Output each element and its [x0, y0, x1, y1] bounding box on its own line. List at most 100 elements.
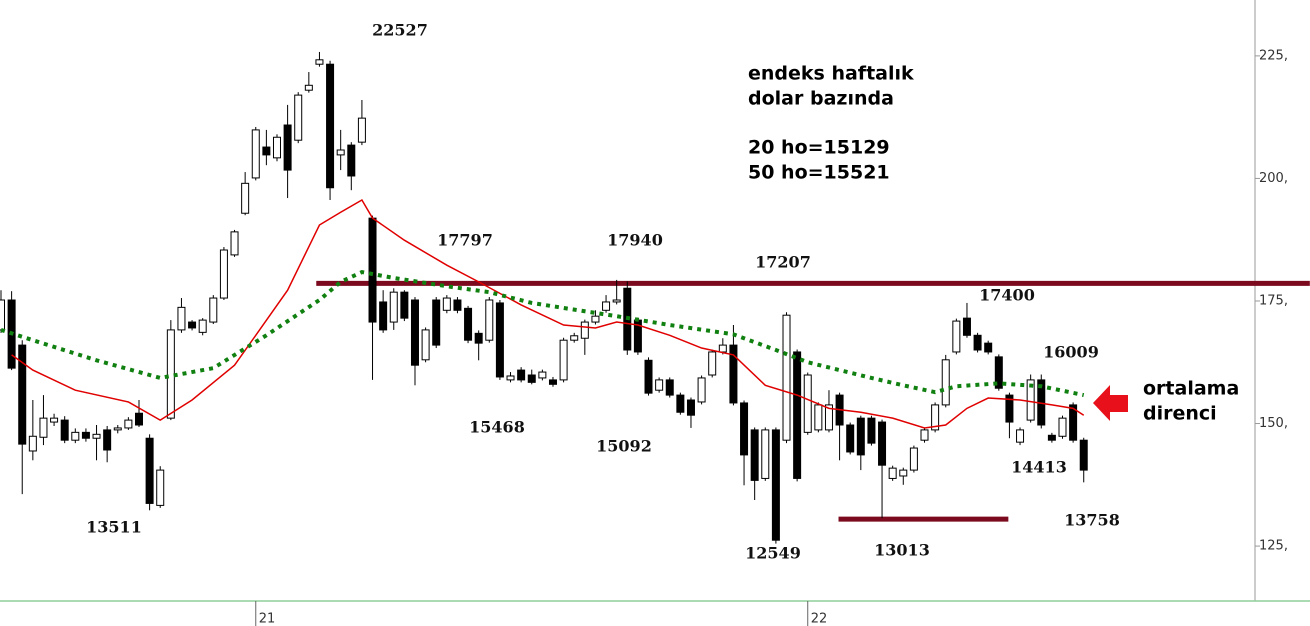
candle-body [400, 291, 409, 319]
candle-body [941, 359, 950, 406]
candle-body [379, 301, 388, 331]
candle-body [177, 306, 186, 331]
candle-body [474, 332, 483, 344]
annotation: 17400 [979, 286, 1035, 305]
candle-body [326, 63, 335, 189]
candle-body [962, 317, 971, 336]
candle-body [1016, 429, 1025, 443]
annotation: 17797 [437, 231, 493, 250]
annotation: 22527 [372, 21, 428, 40]
candle-body [272, 136, 281, 159]
candle-body [495, 302, 504, 378]
candle-body [368, 217, 377, 323]
moving-average [0, 269, 1085, 398]
candle-body [156, 469, 165, 506]
candle-body [527, 374, 536, 383]
candle-body [442, 297, 451, 311]
candle-body [145, 437, 154, 504]
arrow [1093, 385, 1128, 421]
x-tick-label: 21 [259, 612, 276, 626]
candle-body [28, 435, 37, 452]
candle-body [676, 394, 685, 413]
candle-body [198, 319, 207, 333]
candle-body [909, 447, 918, 471]
candle-body [304, 84, 313, 91]
candle-body [134, 412, 143, 426]
annotation: 13758 [1064, 511, 1120, 530]
annotation: 13511 [86, 518, 142, 537]
candle-body [697, 377, 706, 403]
candle-body [793, 351, 802, 479]
candle-body [283, 124, 292, 171]
candle-body [1005, 394, 1014, 423]
candle-body [0, 299, 5, 331]
candle-body [421, 329, 430, 361]
candle-body [50, 417, 59, 423]
candle-body [92, 433, 101, 439]
candle-body [124, 419, 133, 429]
y-tick-label: 150, [1259, 416, 1288, 431]
candle-body [655, 379, 664, 391]
candle-body [740, 402, 749, 456]
candle-body [113, 427, 122, 431]
candle-body [71, 431, 80, 441]
candle-body [952, 320, 961, 353]
candle-body [920, 429, 929, 441]
candle-body [761, 429, 770, 479]
candle-body [612, 299, 621, 303]
candle-body [347, 144, 356, 177]
candle-body [538, 371, 547, 379]
note-text: endeks haftalık [748, 63, 914, 85]
candle-body [686, 399, 695, 416]
candle-body [644, 359, 653, 394]
candle-body [931, 404, 940, 431]
candle-body [729, 344, 738, 404]
candle-body [814, 404, 823, 431]
candle-body [262, 146, 271, 156]
note-text: 50 ho=15521 [748, 162, 890, 184]
candle-body [18, 344, 27, 445]
candle-body [591, 315, 600, 323]
candle-body [517, 369, 526, 381]
y-tick-label: 125, [1259, 539, 1288, 554]
candle-body [209, 297, 218, 323]
candle-body [336, 149, 345, 156]
note-text: dolar bazında [748, 88, 894, 110]
candle-body [60, 419, 69, 441]
candle-body [432, 299, 441, 346]
annotation: 17940 [607, 231, 663, 250]
candle-body [771, 429, 780, 541]
candle-body [389, 291, 398, 323]
candle-body [824, 404, 833, 431]
candle-body [867, 417, 876, 444]
candle-body [1079, 439, 1088, 471]
candle-body [718, 344, 727, 353]
candle-body [39, 417, 48, 438]
y-tick-label: 200, [1259, 171, 1288, 186]
candle-body [973, 334, 982, 351]
candle-body [81, 431, 90, 439]
candle-body [1058, 417, 1067, 437]
candle-body [1047, 434, 1056, 441]
y-tick-label: 225, [1259, 48, 1288, 63]
candle-body [994, 356, 1003, 389]
arrow-label: direnci [1143, 403, 1217, 425]
candle-body [357, 117, 366, 143]
candle-body [188, 321, 197, 329]
candle-body [559, 339, 568, 381]
annotation: 13013 [874, 541, 930, 560]
candle-body [665, 379, 674, 396]
candle-body [846, 424, 855, 453]
candle-body [803, 374, 812, 433]
candle-body [899, 469, 908, 477]
y-tick-label: 175, [1259, 293, 1288, 308]
candle-body [708, 351, 717, 376]
moving-average [11, 198, 1085, 429]
annotation: 15092 [596, 437, 652, 456]
candle-body [570, 335, 579, 341]
annotation: 14413 [1011, 458, 1067, 477]
candle-body [315, 59, 324, 65]
candle-body [984, 342, 993, 353]
candle-body [464, 307, 473, 341]
